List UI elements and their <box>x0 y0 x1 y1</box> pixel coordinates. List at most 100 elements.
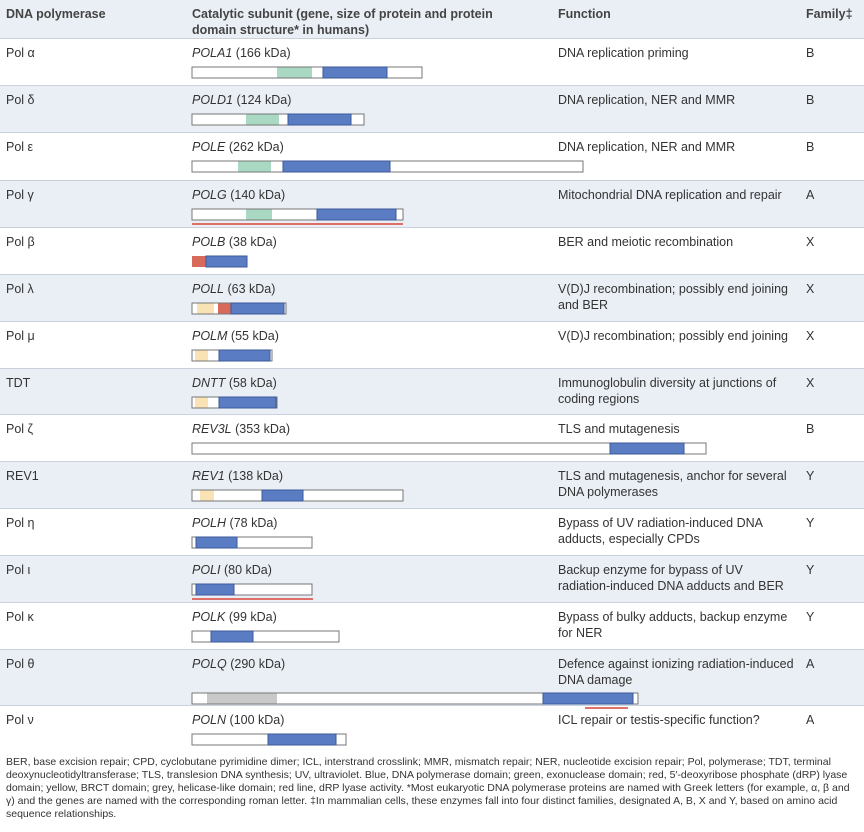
domain-diagram <box>191 349 273 362</box>
gene-name: REV1 <box>192 469 225 483</box>
family-cell: A <box>806 657 815 671</box>
gene-name: POLB <box>192 235 226 249</box>
family-cell: X <box>806 376 815 390</box>
table-row: Pol μ POLM (55 kDa) V(D)J recombination; p… <box>0 321 864 369</box>
table-row: Pol γ POLG (140 kDa) Mitochondrial DNA rep… <box>0 180 864 228</box>
domain-diagram <box>191 692 639 709</box>
domain <box>192 256 206 267</box>
function-cell: Defence against ionizing radiation-induc… <box>558 657 794 687</box>
domain <box>261 489 304 502</box>
polymerase-cell: Pol μ <box>6 329 35 343</box>
domain <box>205 255 248 268</box>
domain-diagram <box>192 255 248 268</box>
polymerase-cell: Pol γ <box>6 188 34 202</box>
function-cell: Immunoglobulin diversity at junctions of… <box>558 376 777 406</box>
gene-name: POLI <box>192 563 221 577</box>
family-cell: X <box>806 282 815 296</box>
domain <box>287 113 352 126</box>
gene-name: POLL <box>192 282 224 296</box>
function-cell: DNA replication, NER and MMR <box>558 93 736 107</box>
polymerase-cell: Pol λ <box>6 282 34 296</box>
domain <box>191 583 313 596</box>
protein-size: (99 kDa) <box>228 610 277 624</box>
polymerase-cell: TDT <box>6 376 31 390</box>
polymerase-cell: Pol ν <box>6 713 34 727</box>
table-row: Pol θ POLQ (290 kDa) Defence against ioniz… <box>0 649 864 709</box>
domain <box>218 349 271 362</box>
domain-diagram <box>191 66 423 79</box>
table-row: Pol α POLA1 (166 kDa) DNA replication prim… <box>0 38 864 86</box>
subunit-cell: POLQ (290 kDa) <box>192 656 522 672</box>
domain <box>195 350 208 361</box>
domain-diagram <box>191 489 404 502</box>
subunit-cell: POLD1 (124 kDa) <box>192 92 522 108</box>
function-cell: TLS and mutagenesis, anchor for several … <box>558 469 787 499</box>
function-cell: Bypass of bulky adducts, backup enzyme f… <box>558 610 788 640</box>
protein-size: (63 kDa) <box>227 282 276 296</box>
family-cell: Y <box>806 469 815 483</box>
gene-name: POLG <box>192 188 227 202</box>
domain-diagram <box>191 536 313 549</box>
domain <box>246 114 279 125</box>
subunit-cell: POLE (262 kDa) <box>192 139 522 155</box>
subunit-cell: POLL (63 kDa) <box>192 281 522 297</box>
header-cell: Family‡ <box>806 7 853 21</box>
domain <box>191 442 707 455</box>
subunit-cell: POLI (80 kDa) <box>192 562 522 578</box>
table-row: REV1 REV1 (138 kDa) TLS and mutagenesis, a… <box>0 461 864 509</box>
table-row: Pol ζ REV3L (353 kDa) TLS and mutagenesis B <box>0 414 864 462</box>
domain <box>207 693 277 704</box>
function-cell: Bypass of UV radiation-induced DNA adduc… <box>558 516 763 546</box>
domain <box>267 733 337 746</box>
domain-diagram <box>191 113 365 126</box>
polymerase-cell: Pol α <box>6 46 35 60</box>
domain <box>316 208 397 221</box>
gene-name: POLD1 <box>192 93 233 107</box>
gene-name: POLQ <box>192 657 227 671</box>
protein-size: (55 kDa) <box>230 329 279 343</box>
domain <box>195 397 208 408</box>
domain <box>200 490 214 501</box>
function-cell: BER and meiotic recombination <box>558 235 734 249</box>
domain <box>609 442 685 455</box>
function-cell: Backup enzyme for bypass of UV radiation… <box>558 563 784 593</box>
gene-name: POLM <box>192 329 228 343</box>
protein-size: (58 kDa) <box>228 376 277 390</box>
subunit-cell: POLA1 (166 kDa) <box>192 45 522 61</box>
domain <box>230 302 285 315</box>
protein-size: (78 kDa) <box>229 516 278 530</box>
domain <box>210 630 254 643</box>
function-cell: TLS and mutagenesis <box>558 422 680 436</box>
function-cell: Mitochondrial DNA replication and repair <box>558 188 782 202</box>
domain <box>277 67 312 78</box>
gene-name: POLA1 <box>192 46 233 60</box>
protein-size: (290 kDa) <box>230 657 286 671</box>
function-cell: DNA replication priming <box>558 46 689 60</box>
subunit-cell: POLK (99 kDa) <box>192 609 522 625</box>
subunit-cell: POLN (100 kDa) <box>192 712 522 728</box>
family-cell: Y <box>806 563 815 577</box>
family-cell: Y <box>806 610 815 624</box>
family-cell: Y <box>806 516 815 530</box>
polymerase-cell: Pol κ <box>6 610 34 624</box>
domain <box>191 536 313 549</box>
domain <box>195 583 235 596</box>
gene-name: POLK <box>192 610 226 624</box>
subunit-cell: REV1 (138 kDa) <box>192 468 522 484</box>
protein-size: (353 kDa) <box>235 422 290 436</box>
domain <box>282 160 391 173</box>
header-cell: Catalytic subunit (gene, size of protein… <box>192 7 493 37</box>
protein-size: (38 kDa) <box>228 235 277 249</box>
family-cell: B <box>806 93 815 107</box>
domain-diagram <box>191 733 347 746</box>
family-cell: X <box>806 329 815 343</box>
protein-size: (138 kDa) <box>228 469 284 483</box>
polymerase-cell: Pol ε <box>6 140 34 154</box>
domain <box>191 208 404 221</box>
gene-name: DNTT <box>192 376 226 390</box>
domain-diagram <box>191 630 340 643</box>
function-cell: ICL repair or testis-specific function? <box>558 713 760 727</box>
domain <box>191 630 340 643</box>
protein-size: (124 kDa) <box>236 93 292 107</box>
